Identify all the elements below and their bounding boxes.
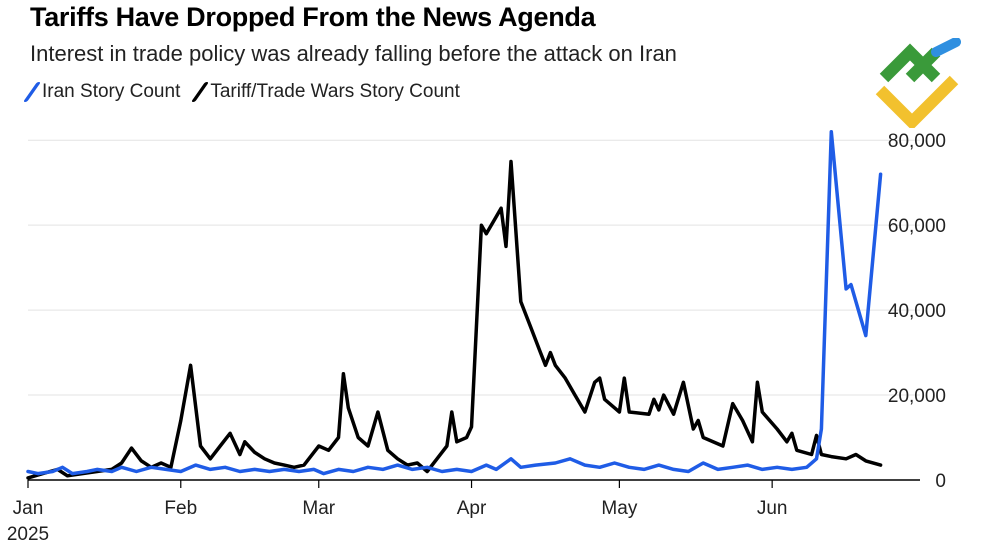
brand-logo-icon	[875, 38, 961, 128]
y-tick-label: 60,000	[888, 216, 946, 237]
legend-item-iran: Iran Story Count	[22, 81, 181, 103]
series-line-tariff	[26, 159, 883, 480]
legend-item-tariff: Tariff/Trade Wars Story Count	[191, 81, 460, 103]
y-tick-label: 80,000	[888, 131, 946, 152]
y-tick-label: 0	[935, 471, 946, 492]
chart-title: Tariffs Have Dropped From the News Agend…	[30, 2, 596, 32]
x-tick-sublabel: 2025	[7, 524, 49, 545]
chart-subtitle: Interest in trade policy was already fal…	[30, 41, 677, 66]
series-line-iran	[26, 129, 883, 476]
chart-legend: Iran Story Count Tariff/Trade Wars Story…	[22, 81, 460, 103]
y-tick-label: 20,000	[888, 386, 946, 407]
x-tick-label: Feb	[164, 498, 197, 519]
legend-label-iran: Iran Story Count	[42, 81, 181, 102]
x-tick-label: May	[601, 498, 637, 519]
x-tick-label: Apr	[457, 498, 487, 519]
x-tick-label: Jun	[757, 498, 788, 519]
x-tick-label: Mar	[302, 498, 335, 519]
y-tick-label: 40,000	[888, 301, 946, 322]
x-tick-label: Jan	[13, 498, 44, 519]
legend-label-tariff: Tariff/Trade Wars Story Count	[210, 81, 460, 102]
